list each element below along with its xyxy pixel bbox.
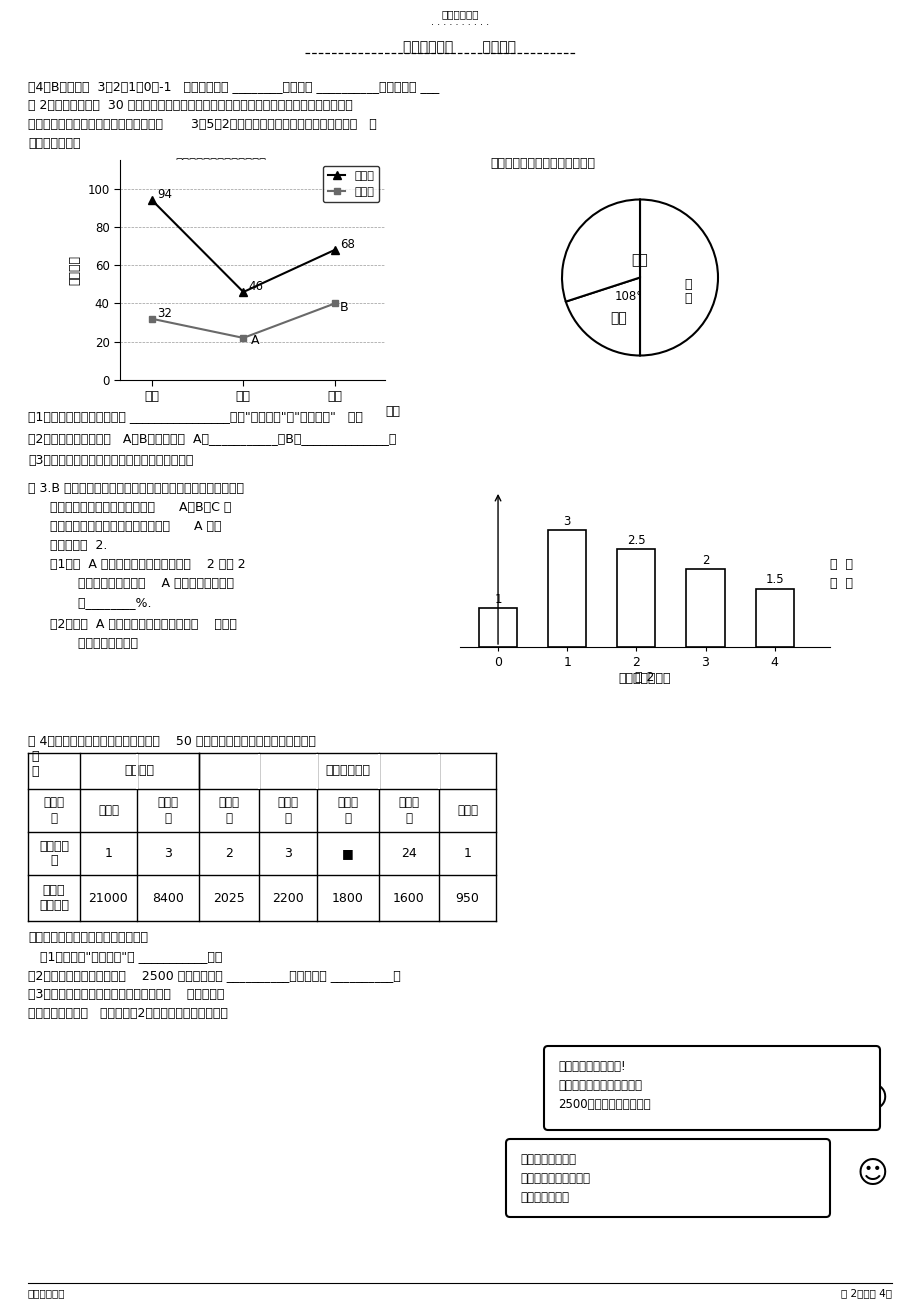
Text: 勤杂工: 勤杂工 bbox=[457, 804, 478, 817]
Text: 节目: 节目 bbox=[384, 405, 400, 418]
Text: 员工数／
名: 员工数／ 名 bbox=[39, 839, 69, 868]
Text: · · · · · · · · · ·: · · · · · · · · · · bbox=[430, 20, 489, 30]
FancyBboxPatch shape bbox=[505, 1139, 829, 1217]
Text: 950: 950 bbox=[455, 891, 479, 904]
Bar bbox=[136, 753, 138, 788]
Bar bbox=[378, 753, 380, 788]
Text: 68: 68 bbox=[340, 238, 355, 251]
Text: 1800: 1800 bbox=[332, 891, 364, 904]
Wedge shape bbox=[640, 199, 717, 356]
Text: 图中小张的问题，   并指出用（2）中的哪个数据能向小张: 图中小张的问题， 并指出用（2）中的哪个数据能向小张 bbox=[28, 1007, 228, 1020]
Text: 的________%.: 的________%. bbox=[50, 595, 152, 609]
Text: 请你根据上述内容，解答下列问题：: 请你根据上述内容，解答下列问题： bbox=[28, 932, 148, 943]
Text: 中级技
工: 中级技 工 bbox=[398, 796, 419, 825]
Text: （1）该公司"高级技工"有 ___________名；: （1）该公司"高级技工"有 ___________名； bbox=[40, 950, 222, 963]
Text: 46: 46 bbox=[248, 280, 264, 293]
Text: 调查所得的数据整: 调查所得的数据整 bbox=[634, 520, 694, 533]
Text: 8400: 8400 bbox=[152, 891, 184, 904]
Text: B: B bbox=[340, 301, 348, 314]
Text: 总经理: 总经理 bbox=[98, 804, 119, 817]
Text: 1: 1 bbox=[105, 847, 112, 860]
Text: 1: 1 bbox=[494, 593, 501, 606]
Text: 3: 3 bbox=[164, 847, 172, 860]
Text: 2025: 2025 bbox=[213, 891, 244, 904]
Bar bbox=[479, 609, 516, 648]
Text: （3）求该地区喜爱娱乐类节目的成年人的人数．: （3）求该地区喜爱娱乐类节目的成年人的人数． bbox=[28, 453, 193, 466]
Text: 24: 24 bbox=[401, 847, 416, 860]
Text: 1600: 1600 bbox=[392, 891, 425, 904]
Text: ☺: ☺ bbox=[856, 1160, 887, 1190]
Text: 32: 32 bbox=[157, 308, 172, 319]
Text: 第 2页，共 4页: 第 2页，共 4页 bbox=[840, 1287, 891, 1298]
Text: 普通工作人员: 普通工作人员 bbox=[324, 765, 369, 778]
Text: 2.5: 2.5 bbox=[627, 534, 645, 547]
Text: 例 2．为了解某地区  30 万电视观众对新闻、动画、娱乐三类节目的喜爱情况，根据老年人、: 例 2．为了解某地区 30 万电视观众对新闻、动画、娱乐三类节目的喜爱情况，根据… bbox=[28, 99, 352, 112]
Text: 员
工: 员 工 bbox=[31, 751, 39, 778]
Legend: 青少年, 老年人: 青少年, 老年人 bbox=[323, 165, 379, 202]
Bar bbox=[316, 753, 317, 788]
Text: 1.5: 1.5 bbox=[765, 573, 783, 586]
Text: 2: 2 bbox=[225, 847, 233, 860]
Wedge shape bbox=[565, 278, 640, 356]
Text: 部门经
理: 部门经 理 bbox=[157, 796, 178, 825]
Text: （2）写出折线统计图中   A、B所代表的值  A：___________；B：______________；: （2）写出折线统计图中 A、B所代表的值 A：___________；B：___… bbox=[28, 433, 396, 446]
Text: （4）B对于数据  3、2、1、0、-1   ，它的极差是 ________，方差是 __________，标准差是 ___: （4）B对于数据 3、2、1、0、-1 ，它的极差是 ________，方差是 … bbox=[28, 79, 438, 93]
Text: 欢迎你来我公司应聘!
我公司员工的月平均工资是
2500元，薪水是较高的。: 欢迎你来我公司应聘! 我公司员工的月平均工资是 2500元，薪水是较高的。 bbox=[558, 1061, 650, 1111]
Y-axis label: 人数／人: 人数／人 bbox=[69, 255, 82, 285]
Text: 新闻: 新闻 bbox=[631, 253, 648, 267]
Wedge shape bbox=[562, 199, 640, 301]
Bar bbox=[754, 589, 793, 648]
Text: 数量的情况，一天，他们分别在      A、B、C 三: 数量的情况，一天，他们分别在 A、B、C 三 bbox=[50, 500, 231, 513]
Text: 科研人
员: 科研人 员 bbox=[219, 796, 239, 825]
Bar bbox=[617, 550, 654, 648]
Text: 对离开园区的游客进行调查，其中在      A 出口: 对离开园区的游客进行调查，其中在 A 出口 bbox=[50, 520, 221, 533]
Text: 94: 94 bbox=[157, 188, 172, 201]
X-axis label: 饮料数量（瓶）: 饮料数量（瓶） bbox=[618, 672, 671, 685]
Text: 销售人
员: 销售人 员 bbox=[278, 796, 298, 825]
Text: 瓶  以: 瓶 以 bbox=[829, 558, 852, 571]
Bar bbox=[438, 753, 439, 788]
Text: ☺: ☺ bbox=[856, 1085, 887, 1114]
Text: 2200: 2200 bbox=[272, 891, 303, 904]
Text: 人  数: 人 数 bbox=[829, 577, 852, 590]
Text: 人员结
构: 人员结 构 bbox=[43, 796, 64, 825]
Text: 108°: 108° bbox=[614, 291, 641, 304]
Text: 优秀学习资料      欢迎下载: 优秀学习资料 欢迎下载 bbox=[403, 40, 516, 53]
Text: （3）小张到这家公司应聘普通工作人员，    请你回答右: （3）小张到这家公司应聘普通工作人员， 请你回答右 bbox=[28, 988, 224, 1001]
Text: 2: 2 bbox=[701, 554, 709, 567]
Text: 21000: 21000 bbox=[88, 891, 129, 904]
Text: （1）上面所用的调查方法是 ________________（填"全面调查"或"抽样调查"   ）；: （1）上面所用的调查方法是 ________________（填"全面调查"或"… bbox=[28, 410, 362, 423]
Text: 买了多少瓶饮料？: 买了多少瓶饮料？ bbox=[50, 637, 138, 650]
Text: 成年人、青少年各年龄段实际人口的比例       3：5：2，随机抽取一定数量的观众进行调查，   得: 成年人、青少年各年龄段实际人口的比例 3：5：2，随机抽取一定数量的观众进行调查… bbox=[28, 119, 377, 132]
Text: （2）试问  A 出口的被调查游客在园区内    人均购: （2）试问 A 出口的被调查游客在园区内 人均购 bbox=[50, 618, 236, 631]
Bar bbox=[548, 530, 585, 648]
Text: 精选学习资料: 精选学习资料 bbox=[441, 9, 478, 20]
Text: 图二：成年人喜爱的节目统计图: 图二：成年人喜爱的节目统计图 bbox=[490, 156, 595, 169]
Text: 动
画: 动 画 bbox=[684, 278, 691, 305]
Text: 这个经理的介绍能
反映该公司员工的月工
资实际水平吗？: 这个经理的介绍能 反映该公司员工的月工 资实际水平吗？ bbox=[519, 1153, 589, 1204]
Text: 到如下统计图．: 到如下统计图． bbox=[28, 137, 81, 150]
Bar bbox=[258, 753, 259, 788]
Text: ■: ■ bbox=[342, 847, 354, 860]
Text: A: A bbox=[250, 334, 259, 347]
Bar bbox=[686, 569, 724, 648]
Text: 娱乐: 娱乐 bbox=[609, 311, 626, 324]
Text: 每人月
工资／元: 每人月 工资／元 bbox=[39, 883, 69, 912]
Text: 1: 1 bbox=[463, 847, 471, 860]
Text: 例 3.B 某环保小组为了解世博园的游客在园区内购买瓶装饮料: 例 3.B 某环保小组为了解世博园的游客在园区内购买瓶装饮料 bbox=[28, 482, 244, 495]
Text: （1）在  A 出口的被调查游客中，购买    2 瓶及 2: （1）在 A 出口的被调查游客中，购买 2 瓶及 2 bbox=[50, 558, 245, 571]
Text: 管理人员: 管理人员 bbox=[124, 765, 154, 778]
Text: 名师归纳总结: 名师归纳总结 bbox=[28, 1287, 65, 1298]
Text: （2）所有员工月工资的平均    2500 元，中位数为 __________元，众数为 __________；: （2）所有员工月工资的平均 2500 元，中位数为 __________元，众数… bbox=[28, 969, 401, 982]
FancyBboxPatch shape bbox=[543, 1046, 879, 1130]
Text: 3: 3 bbox=[563, 515, 571, 528]
Text: 例 4．某高科技产品开发公司现有员工    50 名，所有员工的月工资情况如下表：: 例 4．某高科技产品开发公司现有员工 50 名，所有员工的月工资情况如下表： bbox=[28, 735, 315, 748]
Text: 高级技
工: 高级技 工 bbox=[337, 796, 358, 825]
Text: 理后绘成图  2.: 理后绘成图 2. bbox=[50, 539, 108, 552]
Text: 图 2: 图 2 bbox=[635, 671, 654, 684]
Text: 上饮料的游客人数占    A 出口的被调查游客: 上饮料的游客人数占 A 出口的被调查游客 bbox=[50, 577, 233, 590]
Text: 3: 3 bbox=[284, 847, 291, 860]
Text: 人数（万个出口处，: 人数（万个出口处， bbox=[460, 500, 527, 513]
Text: 图一：观众喜爱的节目统计图: 图一：观众喜爱的节目统计图 bbox=[175, 156, 266, 169]
